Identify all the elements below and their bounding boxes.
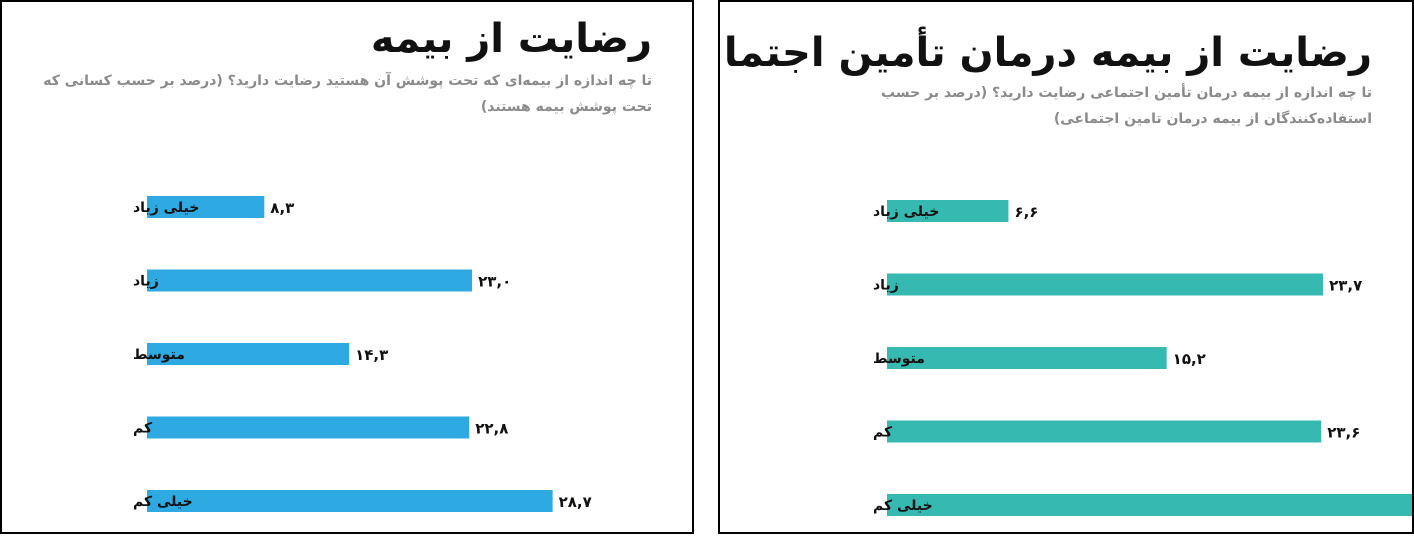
bar — [147, 269, 473, 292]
category-label: متوسط — [873, 351, 925, 367]
category-label: زیاد — [873, 278, 899, 294]
chart-panel-social-security: رضایت از بیمه درمان تأمین اجتماعی تا چه … — [718, 0, 1414, 534]
value-label: ۸,۳ — [270, 199, 294, 217]
value-label: ۶,۶ — [1014, 203, 1038, 221]
bar — [887, 494, 1412, 516]
bar — [887, 347, 1167, 369]
category-label: خیلی زیاد — [873, 204, 939, 220]
bar — [887, 273, 1324, 296]
bar — [147, 416, 470, 439]
category-label: خیلی کم — [133, 494, 193, 510]
bar — [147, 490, 553, 512]
category-label: خیلی کم — [873, 498, 933, 514]
chart-title: رضایت از بیمه — [370, 16, 652, 62]
category-label: کم — [873, 425, 893, 441]
value-label: ۲۳,۷ — [1329, 277, 1362, 295]
category-label: کم — [133, 421, 153, 437]
bar-chart-insurance: خیلی زیاد ۸,۳ زیاد ۲۳,۰ متوسط ۱۴,۳ کم ۲۲,۸ خیلی … — [133, 196, 592, 512]
value-label: ۱۵,۲ — [1173, 350, 1206, 368]
bar — [887, 200, 1009, 222]
bar — [887, 420, 1322, 443]
value-label: ۲۳,۰ — [478, 273, 511, 291]
value-label: ۲۸,۷ — [559, 493, 592, 511]
bar-chart-social-security: خیلی زیاد ۶,۶ زیاد ۲۳,۷ متوسط ۱۵,۲ کم ۲۳,۶ خیلی … — [873, 200, 1412, 516]
value-label: ۲۲,۸ — [475, 420, 508, 438]
chart-subtitle: تا چه اندازه از بیمه‌ای که تحت پوشش آن ه… — [43, 73, 652, 115]
chart-panel-insurance: رضایت از بیمه تا چه اندازه از بیمه‌ای که… — [0, 0, 694, 534]
chart-title: رضایت از بیمه درمان تأمین اجتماعی — [718, 30, 1372, 76]
value-label: ۱۴,۳ — [355, 346, 388, 364]
category-label: زیاد — [133, 274, 159, 290]
chart-subtitle: تا چه اندازه از بیمه درمان تأمین اجتماعی… — [881, 85, 1372, 127]
bar — [147, 343, 350, 365]
category-label: متوسط — [133, 347, 185, 363]
value-label: ۲۳,۶ — [1327, 424, 1360, 442]
category-label: خیلی زیاد — [133, 200, 199, 216]
bar — [147, 196, 265, 218]
